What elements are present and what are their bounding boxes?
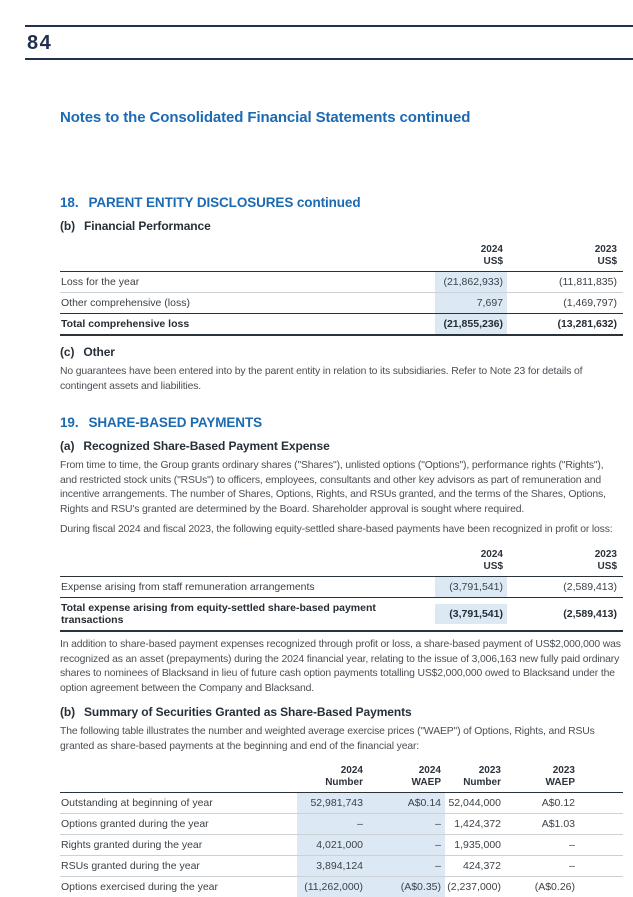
subsection-a-recognized-expense: (a) Recognized Share-Based Payment Expens… xyxy=(60,439,330,454)
page-number: 84 xyxy=(27,32,53,54)
section-number: 19. xyxy=(60,415,79,431)
document-title: Notes to the Consolidated Financial Stat… xyxy=(60,109,471,126)
table-row: Other comprehensive (loss) 7,697 (1,469,… xyxy=(60,292,623,313)
section-19-heading: 19. SHARE-BASED PAYMENTS xyxy=(60,415,623,430)
paragraph-waep-intro: The following table illustrates the numb… xyxy=(60,726,595,752)
table-header-row: 2024 US$ 2023 US$ xyxy=(60,547,623,577)
subsection-b-summary-securities: (b) Summary of Securities Granted as Shar… xyxy=(60,705,412,720)
col-header-2023-number: 2023 Number xyxy=(463,765,501,789)
paragraph-blacksand: In addition to share-based payment expen… xyxy=(60,638,621,694)
section-number: 18. xyxy=(60,195,79,210)
table-row: Loss for the year (21,862,933) (11,811,8… xyxy=(60,272,623,292)
table-row: Expense arising from staff remuneration … xyxy=(60,576,623,597)
table-header-row: 2024 US$ 2023 US$ xyxy=(60,242,623,272)
table-row: Outstanding at beginning of year 52,981,… xyxy=(60,793,623,814)
securities-summary-table: 2024 Number 2024 WAEP 2023 Number 2023 WAEP … xyxy=(60,763,623,897)
col-header-2024: 2024 US$ xyxy=(480,244,503,267)
col-header-2023: 2023 US$ xyxy=(594,244,617,267)
financial-performance-table: 2024 US$ 2023 US$ Loss for the year (21,86… xyxy=(60,242,623,336)
col-header-2024: 2024 US$ xyxy=(480,548,503,572)
subsection-c-other: (c) Other xyxy=(60,345,115,359)
paragraph-grants-overview: From time to time, the Group grants ordi… xyxy=(60,460,606,515)
section-18-parent-entity-disclosures: 18. PARENT ENTITY DISCLOSURES continued (… xyxy=(60,195,623,394)
section-title: PARENT ENTITY DISCLOSURES continued xyxy=(88,195,361,210)
col-header-2024-number: 2024 Number xyxy=(325,765,363,789)
top-rule xyxy=(25,25,633,27)
section-18-heading: 18. PARENT ENTITY DISCLOSURES continued xyxy=(60,195,623,210)
table-header-row: 2024 Number 2024 WAEP 2023 Number 2023 WAEP xyxy=(60,763,623,794)
page-content: Notes to the Consolidated Financial Stat… xyxy=(60,109,623,897)
col-header-2024-waep: 2024 WAEP xyxy=(411,765,441,789)
page-number-rule xyxy=(25,58,633,60)
section-19-share-based-payments: 19. SHARE-BASED PAYMENTS (a) Recognized Sh… xyxy=(60,415,623,897)
table-total-row: Total comprehensive loss (21,855,236) (1… xyxy=(60,313,623,334)
share-based-expense-table: 2024 US$ 2023 US$ Expense arising from sta… xyxy=(60,547,623,632)
table-row: Rights granted during the year 4,021,000… xyxy=(60,834,623,856)
section-title: SHARE-BASED PAYMENTS xyxy=(88,415,262,431)
table-total-row: Total expense arising from equity-settle… xyxy=(60,596,623,630)
col-header-2023-waep: 2023 WAEP xyxy=(545,765,575,789)
table-row: Options exercised during the year (11,26… xyxy=(60,876,623,897)
table-row: RSUs granted during the year 3,894,124 –… xyxy=(60,855,623,877)
table-row: Options granted during the year – – 1,42… xyxy=(60,813,623,835)
col-header-2023: 2023 US$ xyxy=(594,548,617,572)
paragraph-no-guarantees: No guarantees have been entered into by … xyxy=(60,366,583,392)
paragraph-during-fiscal: During fiscal 2024 and fiscal 2023, the … xyxy=(60,524,613,536)
subsection-b-financial-performance: (b) Financial Performance xyxy=(60,219,211,233)
